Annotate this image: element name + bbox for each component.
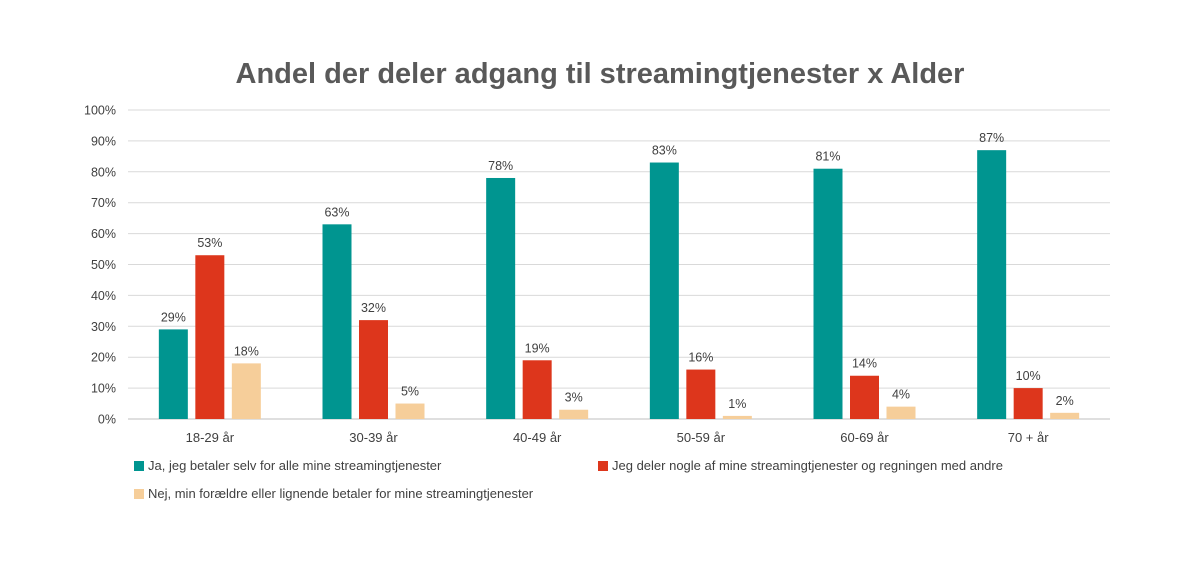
bar: [395, 403, 425, 419]
legend-swatch: [134, 461, 144, 471]
x-tick-label: 40-49 år: [513, 430, 562, 445]
bar: [1050, 412, 1080, 419]
data-label: 14%: [852, 357, 877, 371]
data-label: 63%: [324, 205, 349, 219]
y-tick-label: 100%: [84, 104, 116, 118]
y-tick-label: 50%: [91, 258, 116, 272]
y-tick-label: 70%: [91, 196, 116, 210]
bar: [559, 409, 589, 419]
data-label: 2%: [1056, 394, 1074, 408]
y-axis: 0% 10% 20% 30% 40% 50% 60% 70% 80% 90% 100%: [84, 104, 116, 427]
bar: [686, 369, 716, 419]
legend-swatch: [134, 489, 144, 499]
y-tick-label: 20%: [91, 351, 116, 365]
data-label: 10%: [1016, 369, 1041, 383]
legend: Ja, jeg betaler selv for alle mine strea…: [134, 458, 1003, 501]
legend-swatch: [598, 461, 608, 471]
gridlines: [128, 109, 1110, 420]
legend-label: Ja, jeg betaler selv for alle mine strea…: [148, 458, 442, 473]
bar: [977, 150, 1007, 420]
x-axis: 18-29 år 30-39 år 40-49 år 50-59 år 60-69 år…: [186, 430, 1050, 445]
bar: [195, 255, 225, 419]
data-label: 1%: [728, 397, 746, 411]
y-tick-label: 10%: [91, 382, 116, 396]
y-tick-label: 40%: [91, 289, 116, 303]
x-tick-label: 70 + år: [1008, 430, 1050, 445]
x-tick-label: 30-39 år: [349, 430, 398, 445]
y-tick-label: 30%: [91, 320, 116, 334]
x-tick-label: 18-29 år: [186, 430, 235, 445]
data-label: 18%: [234, 344, 259, 358]
bar: [158, 329, 188, 419]
bar: [231, 363, 261, 419]
y-tick-label: 60%: [91, 227, 116, 241]
legend-label: Jeg deler nogle af mine streamingtjenest…: [612, 458, 1003, 473]
data-label: 4%: [892, 388, 910, 402]
bar: [850, 375, 879, 419]
data-label: 83%: [652, 144, 677, 158]
data-label: 81%: [815, 150, 840, 164]
data-label: 53%: [197, 236, 222, 250]
data-labels: 29% 53% 18% 63% 32% 5% 78% 19% 3% 83% 16% 1% 81% 14% 4…: [161, 131, 1074, 411]
data-label: 29%: [161, 310, 186, 324]
data-label: 32%: [361, 301, 386, 315]
bar: [649, 162, 679, 419]
data-label: 16%: [688, 351, 713, 365]
y-tick-label: 80%: [91, 165, 116, 179]
data-label: 87%: [979, 131, 1004, 145]
data-label: 19%: [525, 341, 550, 355]
bar: [322, 224, 352, 419]
bar: [359, 320, 388, 419]
y-tick-label: 90%: [91, 134, 116, 148]
bars: [158, 150, 1080, 420]
bar: [522, 360, 552, 419]
bar: [722, 415, 752, 419]
bar: [1013, 388, 1043, 419]
x-tick-label: 50-59 år: [677, 430, 726, 445]
data-label: 3%: [565, 391, 583, 405]
x-tick-label: 60-69 år: [840, 430, 889, 445]
bar: [486, 177, 516, 419]
y-tick-label: 0%: [98, 413, 116, 427]
data-label: 5%: [401, 385, 419, 399]
bar: [886, 406, 916, 419]
data-label: 78%: [488, 159, 513, 173]
legend-label: Nej, min forældre eller lignende betaler…: [148, 486, 534, 501]
bar: [813, 168, 843, 419]
chart-title: Andel der deler adgang til streamingtjen…: [236, 58, 965, 90]
